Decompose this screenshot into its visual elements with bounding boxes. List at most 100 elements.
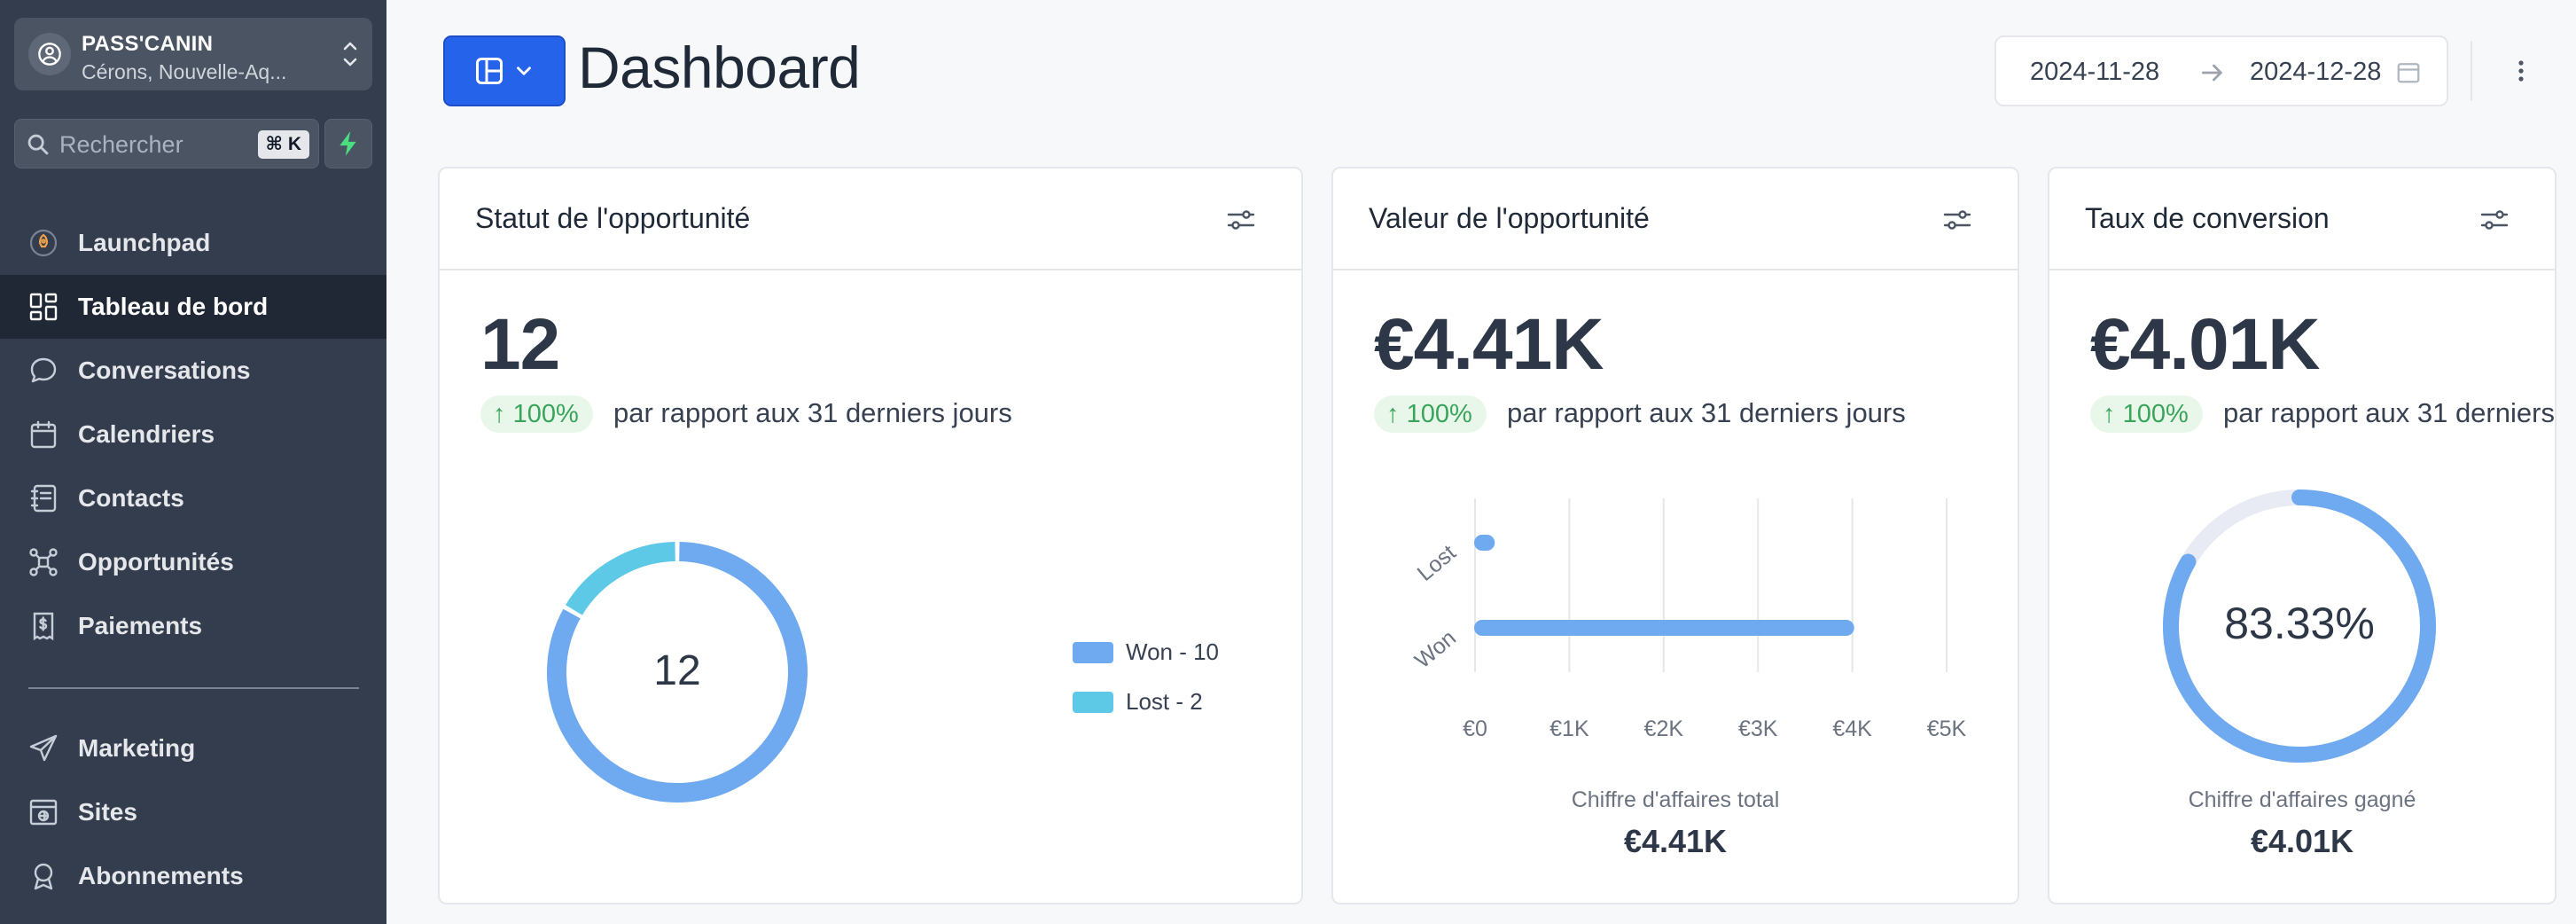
card-header-divider	[1333, 269, 2018, 270]
opportunity-status-donut: 12	[547, 542, 808, 803]
account-switcher[interactable]: PASS'CANIN Cérons, Nouvelle-Aq...	[14, 18, 372, 90]
search-input[interactable]: Rechercher ⌘ K	[14, 119, 319, 168]
sidebar-divider	[28, 687, 359, 689]
sidebar-item-label: Abonnements	[78, 862, 244, 889]
lightning-icon	[340, 131, 356, 156]
location-icon	[28, 33, 71, 75]
conversion-rate-card: Taux de conversion €4.01K ↑ 100% par rap…	[2048, 167, 2556, 904]
search-shortcut: ⌘ K	[257, 130, 309, 159]
donut-center-label: 12	[653, 647, 700, 694]
filter-settings-icon[interactable]	[1941, 206, 1973, 234]
trend-badge: ↑ 100%	[480, 395, 593, 433]
card-title: Taux de conversion	[2085, 202, 2330, 234]
x-tick-label: €5K	[1927, 716, 1967, 741]
sidebar-item-label: Tableau de bord	[78, 293, 269, 320]
sidebar-item-calendriers[interactable]: Calendriers	[0, 403, 386, 466]
legend-item-lost[interactable]: Lost - 2	[1073, 688, 1203, 716]
sidebar-item-marketing[interactable]: Marketing	[0, 716, 386, 780]
sidebar: PASS'CANIN Cérons, Nouvelle-Aq... Recher…	[0, 0, 386, 924]
x-tick-label: €2K	[1644, 716, 1684, 741]
more-options-icon[interactable]	[2507, 53, 2535, 89]
kpi-value: 12	[480, 304, 560, 385]
sidebar-item-label: Marketing	[78, 734, 196, 762]
date-range-picker[interactable]: 2024-11-28 2024-12-28	[1994, 35, 2448, 106]
sites-icon	[29, 799, 58, 826]
arrow-up-icon: ↑	[1386, 400, 1407, 428]
sidebar-item-label: Launchpad	[78, 229, 211, 256]
date-end[interactable]: 2024-12-28	[2250, 58, 2382, 86]
chevron-down-icon	[517, 67, 531, 75]
layout-switcher-button[interactable]	[443, 35, 566, 106]
chat-bubble-icon	[30, 357, 57, 383]
trend-badge: ↑ 100%	[1374, 395, 1487, 433]
trend-badge-value: 100%	[1406, 400, 1472, 428]
calendar-icon	[30, 420, 57, 449]
legend-label: Won - 10	[1126, 638, 1220, 665]
sidebar-item-label: Opportunités	[78, 548, 234, 576]
sidebar-item-label: Paiements	[78, 612, 203, 639]
filter-settings-icon[interactable]	[1225, 206, 1257, 234]
legend-label: Lost - 2	[1126, 688, 1203, 715]
conversion-rate-gauge: 83.33%	[2163, 489, 2436, 763]
footer-value: €4.01K	[2250, 823, 2354, 859]
trend-badge-value: 100%	[512, 400, 579, 428]
arrow-right-icon	[2202, 64, 2223, 82]
donut-slice-won[interactable]	[547, 542, 808, 803]
footer-value: €4.41K	[1623, 823, 1728, 859]
card-title: Valeur de l'opportunité	[1369, 202, 1650, 234]
contacts-book-icon	[30, 484, 57, 513]
paper-plane-icon	[29, 734, 58, 762]
sidebar-item-label: Conversations	[78, 356, 251, 384]
sidebar-item-conversations[interactable]: Conversations	[0, 339, 386, 403]
opportunity-value-bar-chart: €0 €1K €2K €3K €4K €5K Lost Won	[1410, 498, 1967, 741]
sidebar-item-opportunites[interactable]: Opportunités	[0, 530, 386, 594]
arrow-up-icon: ↑	[2103, 400, 2123, 428]
sidebar-item-label: Sites	[78, 798, 137, 826]
opportunity-value-card: Valeur de l'opportunité €4.41K ↑ 100% pa…	[1331, 167, 2019, 904]
footer-label: Chiffre d'affaires gagné	[2188, 787, 2416, 812]
x-tick-label: €0	[1463, 716, 1487, 741]
payments-icon	[33, 612, 54, 641]
footer-label: Chiffre d'affaires total	[1571, 787, 1780, 812]
gauge-progress	[2163, 489, 2436, 763]
dashboard-grid-icon	[29, 293, 58, 321]
sidebar-item-contacts[interactable]: Contacts	[0, 466, 386, 530]
trend-badge-value: 100%	[2122, 400, 2189, 428]
rocket-icon	[29, 229, 58, 257]
layout-icon	[476, 58, 503, 84]
comparison-text: par rapport aux 31 derniers jours	[1507, 397, 1906, 428]
card-header-divider	[2049, 269, 2555, 270]
date-start[interactable]: 2024-11-28	[2030, 58, 2160, 86]
legend-item-won[interactable]: Won - 10	[1073, 638, 1219, 666]
sidebar-item-tableau-de-bord[interactable]: Tableau de bord	[0, 275, 386, 339]
legend-swatch	[1073, 641, 1113, 663]
donut-slice-lost[interactable]	[566, 542, 676, 615]
card-title: Statut de l'opportunité	[475, 202, 751, 234]
sidebar-item-abonnements[interactable]: Abonnements	[0, 844, 386, 908]
gauge-center-label: 83.33%	[2224, 599, 2375, 648]
y-tick-label: Lost	[1413, 540, 1461, 586]
opportunities-icon	[29, 548, 58, 576]
x-tick-label: €3K	[1738, 716, 1778, 741]
sidebar-item-sites[interactable]: Sites	[0, 780, 386, 844]
calendar-icon	[2397, 63, 2420, 83]
search-placeholder: Rechercher	[59, 131, 183, 158]
filter-settings-icon[interactable]	[2478, 206, 2510, 234]
sidebar-item-label: Contacts	[78, 484, 184, 512]
y-tick-label: Won	[1410, 625, 1461, 673]
opportunity-status-card: Statut de l'opportunité 12 ↑ 100% par ra…	[438, 167, 1303, 904]
account-name: PASS'CANIN	[82, 32, 214, 56]
account-location: Cérons, Nouvelle-Aq...	[82, 60, 287, 83]
comparison-text: par rapport aux 31 derniers jours	[613, 397, 1012, 428]
x-tick-label: €1K	[1550, 716, 1589, 741]
search-icon	[27, 134, 49, 155]
sidebar-item-launchpad[interactable]: Launchpad	[0, 211, 386, 275]
card-header-divider	[440, 269, 1301, 270]
sidebar-item-paiements[interactable]: Paiements	[0, 594, 386, 658]
trend-badge: ↑ 100%	[2090, 395, 2203, 433]
page-title: Dashboard	[578, 35, 861, 100]
arrow-up-icon: ↑	[493, 400, 513, 428]
x-tick-label: €4K	[1832, 716, 1872, 741]
comparison-text: par rapport aux 31 derniers jours	[2223, 397, 2555, 428]
quick-action-button[interactable]	[324, 119, 372, 168]
